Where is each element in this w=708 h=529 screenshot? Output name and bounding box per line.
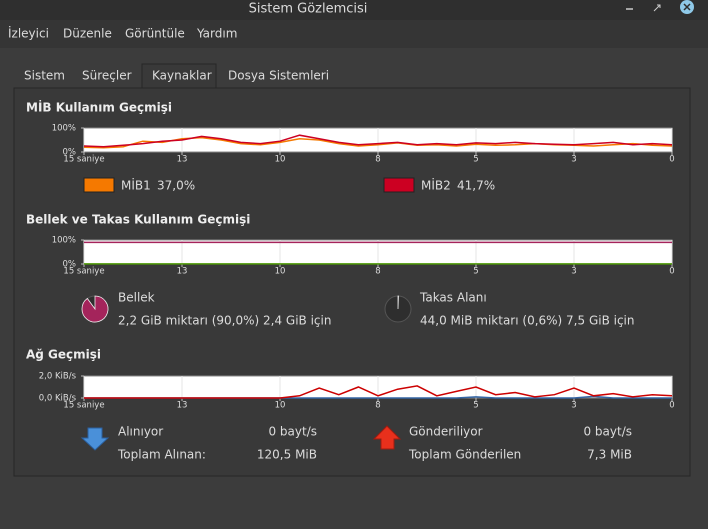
x-tick-label: 13	[177, 267, 188, 277]
section-title: Bellek ve Takas Kullanım Geçmişi	[26, 213, 250, 227]
legend-rate: 0 bayt/s	[268, 425, 317, 439]
resources-panel	[13, 87, 691, 477]
x-tick-label: 5	[473, 155, 478, 165]
section-title: Ağ Geçmişi	[26, 348, 101, 362]
legend-total: 7,3 MiB	[587, 448, 632, 462]
menu-item[interactable]: İzleyici	[8, 26, 49, 41]
legend-total-label: Toplam Alınan:	[117, 448, 206, 462]
series-line	[84, 385, 673, 399]
x-tick-label: 10	[275, 155, 286, 165]
x-tick-label: 13	[177, 401, 188, 411]
y-tick-label: 2,0 KiB/s	[39, 372, 77, 382]
menu-item[interactable]: Düzenle	[63, 27, 112, 41]
tab[interactable]: Dosya Sistemleri	[228, 69, 329, 83]
pie-slice	[81, 295, 109, 323]
upload-icon	[372, 425, 402, 450]
menu-item[interactable]: Yardım	[196, 27, 237, 41]
x-tick-label: 8	[375, 401, 380, 411]
y-tick-label: 100%	[52, 236, 76, 246]
menu-item[interactable]: Görüntüle	[125, 27, 185, 41]
x-tick-label: 5	[473, 401, 478, 411]
y-tick-label: 0,0 KiB/s	[39, 394, 77, 404]
menu-bar	[0, 20, 708, 48]
legend-swatch	[83, 177, 115, 193]
download-icon	[80, 427, 110, 451]
section-title: MİB Kullanım Geçmişi	[26, 100, 172, 115]
x-tick-label: 8	[375, 155, 380, 165]
tab[interactable]: Sistem	[24, 69, 65, 83]
close-icon	[683, 3, 691, 11]
legend-name: Gönderiliyor	[409, 425, 483, 439]
legend-rate: 0 bayt/s	[583, 425, 632, 439]
legend-value: 37,0%	[157, 179, 195, 193]
x-tick-label: 0	[669, 155, 674, 165]
legend-name: Bellek	[118, 291, 155, 305]
x-tick-label: 8	[375, 267, 380, 277]
window-title: Sistem Gözlemcisi	[249, 2, 368, 17]
legend-detail: 2,2 GiB miktarı (90,0%) 2,4 GiB için	[118, 314, 331, 328]
y-tick-label: 100%	[52, 124, 76, 134]
legend-name: Takas Alanı	[419, 291, 487, 305]
legend-name: MİB2	[421, 178, 451, 193]
maximize-button[interactable]	[653, 4, 661, 12]
tab[interactable]: Kaynaklar	[152, 69, 212, 83]
legend-detail: 44,0 MiB miktarı (0,6%) 7,5 GiB için	[420, 314, 635, 328]
x-tick-label: 0	[669, 401, 674, 411]
x-tick-label: 10	[275, 267, 286, 277]
legend-name: MİB1	[121, 178, 151, 193]
x-tick-label: 10	[275, 401, 286, 411]
tab[interactable]: Süreçler	[82, 69, 132, 83]
x-tick-label: 3	[571, 155, 576, 165]
legend-swatch	[383, 177, 415, 193]
x-tick-label: 15 saniye	[63, 267, 104, 277]
legend-name: Alınıyor	[118, 425, 163, 439]
x-tick-label: 15 saniye	[63, 155, 104, 165]
x-tick-label: 0	[669, 267, 674, 277]
x-tick-label: 15 saniye	[63, 401, 104, 411]
x-tick-label: 13	[177, 155, 188, 165]
x-tick-label: 5	[473, 267, 478, 277]
legend-total: 120,5 MiB	[257, 448, 317, 462]
y-tick-label: 0%	[63, 260, 77, 270]
legend-total-label: Toplam Gönderilen	[408, 448, 521, 462]
x-tick-label: 3	[571, 401, 576, 411]
x-tick-label: 3	[571, 267, 576, 277]
tab-bar: Sistem Süreçler Kaynaklar Dosya Sistemleri	[24, 63, 329, 90]
y-tick-label: 0%	[63, 148, 77, 158]
series-line	[83, 134, 673, 148]
legend-value: 41,7%	[457, 179, 495, 193]
title-bar	[0, 0, 708, 20]
